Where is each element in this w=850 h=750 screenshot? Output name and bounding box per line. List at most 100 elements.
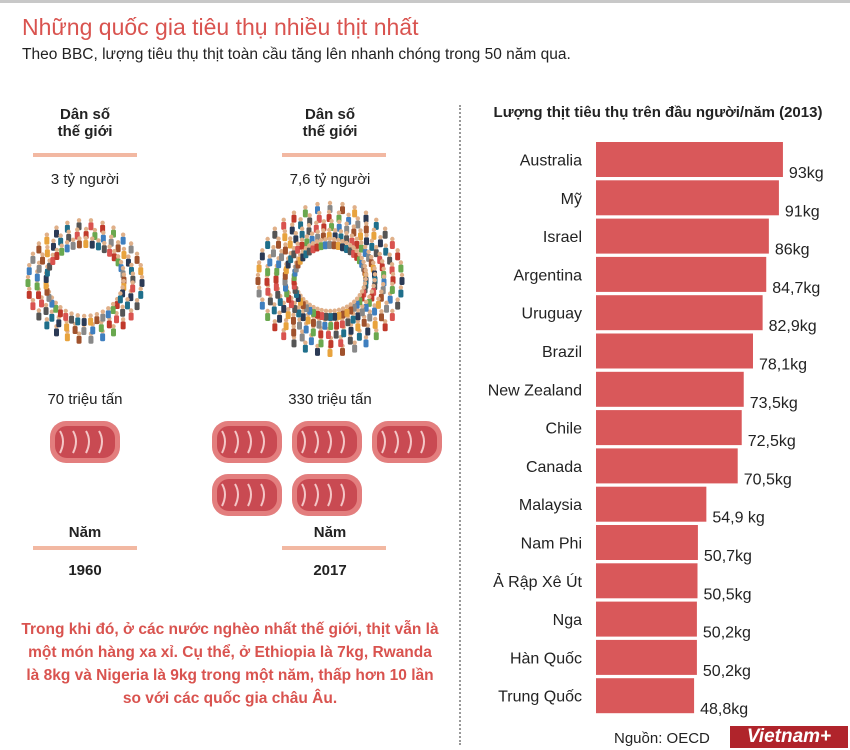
person-head: [377, 251, 382, 257]
category-label: Argentina: [514, 267, 583, 284]
person-head: [327, 236, 332, 242]
person-head: [36, 241, 42, 246]
bar: [596, 639, 697, 675]
person-icon: [352, 209, 358, 218]
person-icon: [276, 240, 282, 249]
person-icon: [372, 307, 378, 316]
data-label: 72,5kg: [748, 433, 796, 450]
category-label: Ả Rập Xê Út: [493, 572, 582, 591]
person-head: [36, 308, 42, 313]
person-head: [358, 228, 363, 233]
person-icon: [281, 221, 287, 230]
pop-label-line-2: thế giới: [57, 123, 113, 140]
person-icon: [259, 252, 265, 261]
person-icon: [64, 323, 70, 332]
person-head: [30, 297, 36, 303]
person-head: [290, 222, 295, 227]
person-head: [265, 236, 270, 242]
person-head: [372, 316, 378, 322]
person-head: [395, 248, 400, 253]
person-icon: [115, 244, 121, 253]
person-icon: [355, 312, 361, 321]
person-icon: [389, 285, 395, 294]
person-icon: [90, 326, 96, 335]
person-head: [271, 244, 276, 250]
person-icon: [267, 297, 273, 306]
person-icon: [334, 321, 340, 330]
person-icon: [83, 240, 89, 249]
pop-label-2017: Dân số thế giới: [225, 106, 435, 140]
person-icon: [350, 315, 356, 324]
person-head: [267, 254, 273, 259]
person-head: [65, 220, 70, 225]
person-icon: [384, 304, 390, 313]
person-head: [100, 309, 106, 314]
person-icon: [371, 231, 377, 240]
person-icon: [398, 289, 404, 298]
person-head: [306, 223, 312, 228]
person-head: [81, 313, 87, 319]
bar: [596, 218, 769, 254]
person-icon: [139, 279, 145, 287]
person-icon: [299, 333, 305, 342]
person-head: [363, 210, 369, 215]
person-icon: [363, 225, 369, 234]
person-head: [332, 228, 338, 233]
person-icon: [348, 326, 354, 335]
person-head: [291, 324, 296, 329]
person-head: [372, 266, 377, 271]
person-icon: [98, 324, 104, 333]
person-head: [53, 300, 58, 305]
person-icon: [323, 312, 329, 321]
person-head: [390, 308, 395, 314]
divider: [459, 105, 461, 745]
person-head: [94, 311, 100, 317]
person-head: [121, 278, 126, 284]
person-head: [363, 272, 369, 277]
person-head: [349, 233, 355, 238]
person-head: [390, 281, 395, 287]
year-1960: 1960: [68, 562, 102, 579]
person-icon: [373, 221, 379, 230]
person-head: [277, 310, 282, 315]
data-label: 50,5kg: [704, 586, 752, 603]
category-label: Canada: [526, 459, 582, 476]
person-icon: [283, 322, 289, 331]
category-label: New Zealand: [488, 382, 582, 399]
person-icon: [382, 323, 388, 332]
person-icon: [357, 232, 363, 241]
category-label: Chile: [546, 421, 583, 438]
person-icon: [398, 264, 404, 273]
person-icon: [105, 310, 111, 319]
person-head: [328, 308, 333, 314]
person-head: [369, 238, 375, 244]
person-head: [364, 221, 369, 226]
person-head: [128, 241, 134, 246]
person-icon: [34, 282, 40, 291]
person-head: [130, 280, 135, 285]
person-head: [256, 260, 262, 265]
population-1960: 3 tỷ người: [50, 171, 120, 188]
person-icon: [341, 329, 347, 338]
subtitle: Theo BBC, lượng tiêu thụ thịt toàn cầu t…: [22, 46, 571, 63]
person-icon: [395, 301, 401, 310]
person-head: [348, 243, 353, 248]
person-head: [387, 252, 392, 257]
person-icon: [111, 328, 116, 337]
person-head: [344, 240, 349, 246]
person-icon: [88, 317, 94, 326]
person-head: [299, 237, 305, 242]
person-icon: [44, 321, 50, 330]
person-icon: [389, 313, 395, 321]
person-head: [265, 308, 270, 314]
person-icon: [70, 241, 76, 250]
person-icon: [117, 295, 123, 304]
person-head: [381, 266, 386, 272]
person-icon: [319, 312, 325, 321]
person-icon: [273, 275, 279, 284]
person-icon: [331, 241, 337, 250]
person-icon: [287, 240, 293, 249]
person-icon: [36, 245, 42, 254]
meat-icon: [372, 421, 442, 463]
rule: [33, 153, 137, 157]
